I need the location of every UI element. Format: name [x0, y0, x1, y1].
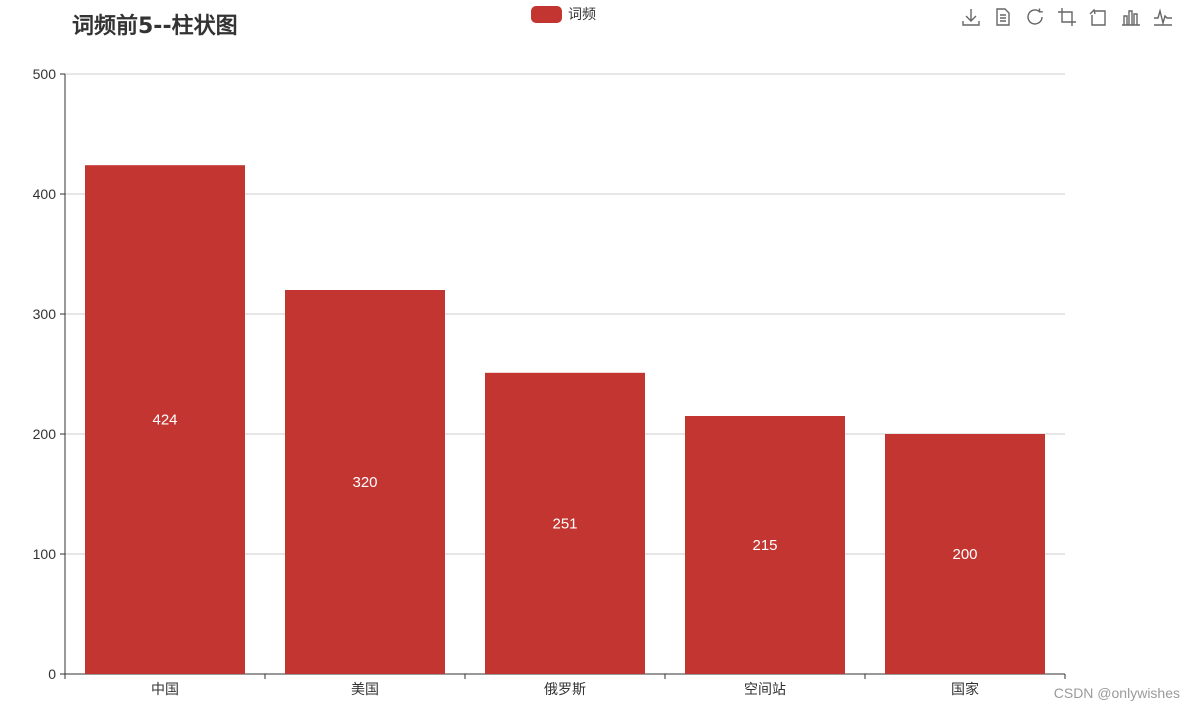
- bar-value-label: 320: [352, 474, 377, 491]
- bar[interactable]: [85, 165, 245, 674]
- data-view-icon[interactable]: [992, 6, 1014, 28]
- y-tick-label: 0: [48, 666, 56, 682]
- bar-value-label: 200: [952, 546, 977, 563]
- legend-swatch: [531, 5, 562, 23]
- y-tick-label: 500: [33, 66, 57, 82]
- bar-chart-icon[interactable]: [1120, 6, 1142, 28]
- x-category-label: 俄罗斯: [544, 682, 586, 698]
- zoom-reset-icon[interactable]: [1088, 6, 1110, 28]
- x-category-label: 国家: [951, 681, 979, 698]
- legend-item[interactable]: 词频: [531, 4, 596, 24]
- chart-title: 词频前5--柱状图: [72, 14, 238, 39]
- bar-value-label: 251: [552, 515, 577, 532]
- y-tick-label: 400: [33, 186, 57, 202]
- bar[interactable]: [285, 290, 445, 674]
- y-tick-label: 300: [33, 306, 57, 322]
- bar-value-label: 424: [152, 412, 177, 429]
- y-tick-label: 100: [33, 546, 57, 562]
- x-category-label: 美国: [351, 682, 379, 698]
- x-category-label: 中国: [151, 682, 179, 698]
- bar[interactable]: [485, 372, 645, 674]
- line-chart-icon[interactable]: [1152, 6, 1174, 28]
- bar[interactable]: [885, 434, 1045, 674]
- download-icon[interactable]: [960, 6, 982, 28]
- bar-value-label: 215: [752, 537, 777, 554]
- bar[interactable]: [685, 416, 845, 674]
- y-tick-label: 200: [33, 426, 57, 442]
- legend-label: 词频: [568, 7, 596, 23]
- zoom-icon[interactable]: [1056, 6, 1078, 28]
- restore-icon[interactable]: [1024, 6, 1046, 28]
- x-category-label: 空间站: [744, 682, 786, 698]
- toolbox: [960, 6, 1174, 28]
- watermark: CSDN @onlywishes: [1053, 685, 1180, 701]
